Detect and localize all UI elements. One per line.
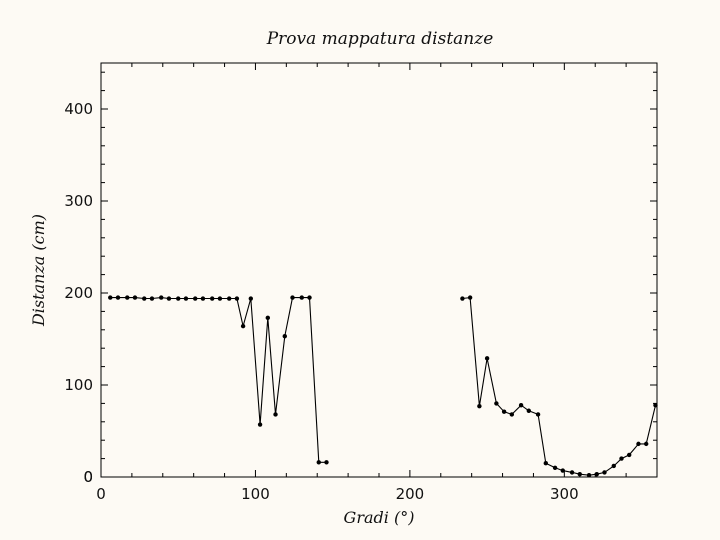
data-point [307,295,312,300]
data-point [108,295,113,300]
data-point [316,460,321,465]
data-point [265,315,270,321]
data-point [494,401,499,406]
data-point [602,470,607,475]
data-point [560,468,565,473]
data-point [467,295,473,300]
data-point [569,470,575,475]
data-point [132,295,138,300]
data-point [552,465,558,470]
data-point [200,296,206,301]
y-tick-label: 300 [64,192,93,210]
x-tick-label: 200 [396,485,425,503]
data-point [627,452,632,458]
data-point [586,472,592,478]
data-point [643,441,649,447]
y-tick-label: 100 [64,376,93,394]
data-point [636,441,641,447]
data-point [115,295,121,300]
data-point [299,295,304,300]
plot-frame [100,62,658,478]
y-tick-label: 400 [64,100,93,118]
data-point [611,463,616,469]
data-point [501,409,507,414]
data-point [248,296,254,301]
data-point [176,296,181,301]
y-tick-label: 200 [64,284,93,302]
data-point [518,403,524,408]
data-point [193,296,198,301]
data-point [526,408,532,413]
y-tick-label: 0 [83,468,93,486]
data-point [125,295,130,300]
data-point [543,461,548,466]
data-point [653,403,658,408]
data-point [477,403,482,409]
data-point [535,412,541,417]
data-point [619,456,624,461]
data-point [142,296,147,301]
data-point [282,334,287,339]
data-point [577,472,582,477]
data-point [257,422,263,427]
x-axis-label: Gradi (°) [344,508,415,527]
data-point [460,296,465,301]
data-series [108,295,658,478]
y-tick-label: 0 [83,468,93,486]
data-point [273,412,278,417]
data-point [509,412,515,417]
data-point [484,356,490,361]
y-axis-label: Distanza (cm) [29,214,48,327]
data-point [234,296,240,301]
x-tick-label: 0 [96,485,106,503]
data-point [166,296,172,301]
data-point [217,296,223,301]
x-tick-label: 100 [241,485,270,503]
x-tick-label: 300 [550,485,579,503]
data-point [226,296,232,301]
data-point [159,295,164,300]
data-point [210,296,215,301]
data-point [183,296,189,301]
data-point [149,296,155,301]
data-point [324,460,329,465]
data-point [290,295,295,300]
series-line [110,297,327,463]
series-line [462,296,657,476]
data-point [240,323,246,329]
data-point [594,472,599,477]
chart-title: Prova mappatura distanze [266,29,494,49]
